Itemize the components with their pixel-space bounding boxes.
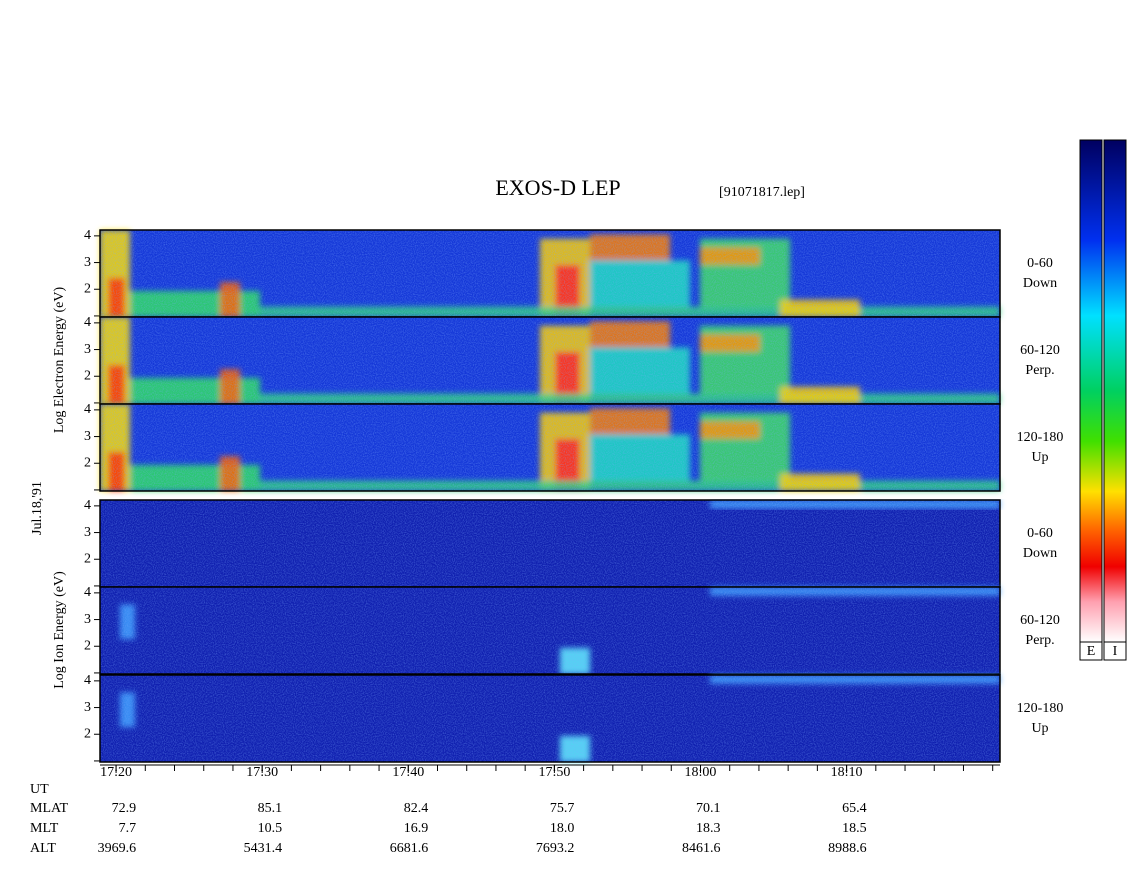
colorbar-label: E [1087, 644, 1096, 659]
y-axis-label: Log Ion Energy (eV) [52, 571, 67, 689]
panel-angle: 0-60 [1027, 256, 1053, 271]
panel-angle: 0-60 [1027, 526, 1053, 541]
row-label: UT [30, 782, 49, 797]
panel-direction: Up [1031, 450, 1048, 465]
x-tick-label: 18:00 [685, 765, 717, 780]
ephemeris-value: 65.4 [842, 801, 867, 816]
spectrogram-noise [100, 587, 1000, 674]
y-axis-label: Log Electron Energy (eV) [52, 287, 67, 434]
x-tick-label: 17:50 [538, 765, 570, 780]
ephemeris-value: 85.1 [258, 801, 283, 816]
file-name: [91071817.lep] [719, 185, 805, 200]
y-tick-label: 2 [84, 455, 91, 470]
y-tick-label: 2 [84, 368, 91, 383]
spectrogram-noise [100, 230, 1000, 317]
ephemeris-value: 18.0 [550, 821, 575, 836]
y-tick-label: 2 [84, 726, 91, 741]
ephemeris-value: 5431.4 [244, 841, 283, 856]
panel-angle: 60-120 [1020, 343, 1060, 358]
panel-direction: Perp. [1025, 633, 1054, 648]
y-tick-label: 4 [84, 673, 91, 688]
ephemeris-value: 75.7 [550, 801, 575, 816]
panel-frame [99, 403, 1001, 492]
ephemeris-value: 10.5 [258, 821, 283, 836]
panel-frame [99, 674, 1001, 763]
row-label: MLAT [30, 801, 69, 816]
colorbar [1103, 139, 1127, 643]
ephemeris-value: 70.1 [696, 801, 721, 816]
colorbar-box [1079, 641, 1103, 661]
y-tick-label: 2 [84, 281, 91, 296]
panel-angle: 120-180 [1017, 430, 1064, 445]
ephemeris-value: 82.4 [404, 801, 429, 816]
colorbar-label: I [1113, 644, 1118, 659]
y-tick-label: 3 [84, 255, 91, 270]
y-tick-label: 4 [84, 315, 91, 330]
spectrogram-noise [100, 500, 1000, 587]
panel-direction: Down [1023, 546, 1057, 561]
ephemeris-value: 7.7 [119, 821, 137, 836]
y-tick-label: 3 [84, 700, 91, 715]
ephemeris-value: 16.9 [404, 821, 429, 836]
chart-title: EXOS-D LEP [495, 175, 620, 200]
y-tick-label: 3 [84, 429, 91, 444]
x-tick-label: 18:10 [831, 765, 863, 780]
ephemeris-value: 8461.6 [682, 841, 721, 856]
colorbars [1079, 139, 1127, 661]
panel-frame [99, 586, 1001, 675]
y-tick-label: 4 [84, 402, 91, 417]
panel-direction: Perp. [1025, 363, 1054, 378]
y-tick-label: 4 [84, 585, 91, 600]
y-tick-label: 2 [84, 638, 91, 653]
x-tick-label: 17:30 [246, 765, 278, 780]
row-label: ALT [30, 841, 56, 856]
panel-direction: Up [1031, 721, 1048, 736]
ephemeris-value: 3969.6 [98, 841, 137, 856]
y-tick-label: 3 [84, 525, 91, 540]
panel-angle: 60-120 [1020, 613, 1060, 628]
ephemeris-value: 18.5 [842, 821, 867, 836]
spectrogram-noise [100, 317, 1000, 404]
ephemeris-value: 8988.6 [828, 841, 867, 856]
y-tick-label: 3 [84, 342, 91, 357]
y-tick-label: 4 [84, 228, 91, 243]
spectrogram-noise [100, 404, 1000, 491]
panel-angle: 120-180 [1017, 701, 1064, 716]
x-tick-label: 17:40 [392, 765, 424, 780]
colorbar-box [1103, 641, 1127, 661]
colorbar [1079, 139, 1103, 643]
spectrogram-noise [100, 675, 1000, 762]
y-tick-label: 2 [84, 551, 91, 566]
y-tick-label: 3 [84, 612, 91, 627]
ephemeris-value: 18.3 [696, 821, 721, 836]
y-tick-label: 4 [84, 498, 91, 513]
row-label: MLT [30, 821, 59, 836]
ephemeris-value: 6681.6 [390, 841, 429, 856]
date-label: Jul.18,'91 [30, 481, 45, 535]
x-tick-label: 17:20 [100, 765, 132, 780]
panel-direction: Down [1023, 276, 1057, 291]
ephemeris-value: 7693.2 [536, 841, 575, 856]
ephemeris-value: 72.9 [112, 801, 137, 816]
